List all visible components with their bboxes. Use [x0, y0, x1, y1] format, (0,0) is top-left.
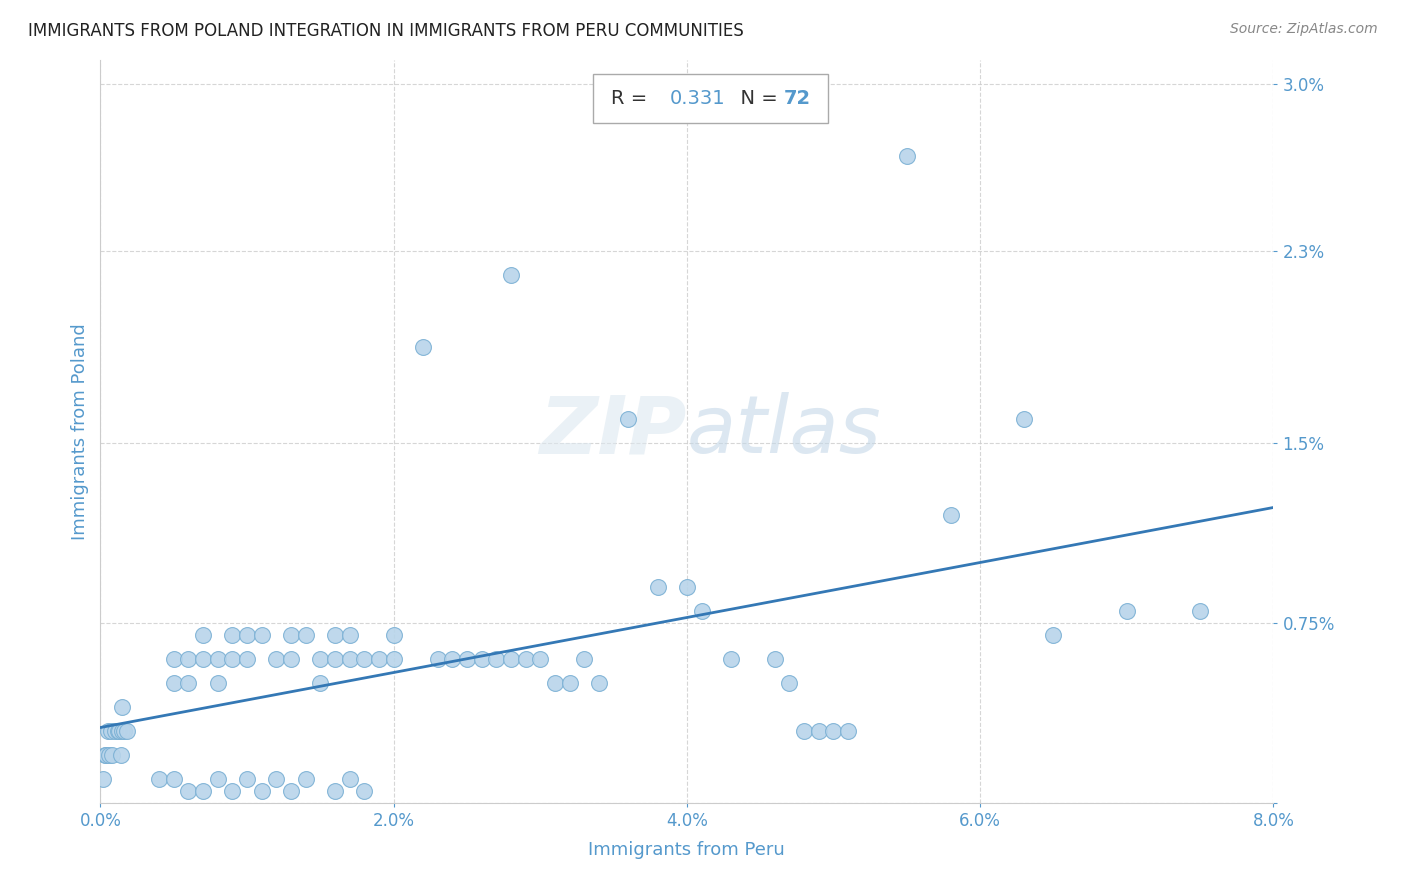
- Point: [207, 772, 229, 786]
- Point: [323, 784, 346, 798]
- Point: [823, 724, 845, 739]
- Point: [107, 724, 129, 739]
- Point: [1115, 604, 1137, 618]
- Point: [353, 784, 375, 798]
- Point: [101, 747, 124, 762]
- Point: [456, 652, 478, 666]
- Point: [111, 724, 134, 739]
- Point: [323, 652, 346, 666]
- Point: [339, 628, 361, 642]
- Point: [236, 652, 259, 666]
- Point: [191, 784, 214, 798]
- Point: [896, 148, 918, 162]
- Point: [148, 772, 170, 786]
- Point: [177, 784, 200, 798]
- Point: [1042, 628, 1064, 642]
- Point: [207, 676, 229, 690]
- Point: [221, 652, 243, 666]
- Point: [544, 676, 567, 690]
- Point: [1189, 604, 1212, 618]
- Point: [837, 724, 859, 739]
- Point: [191, 628, 214, 642]
- Point: [499, 268, 522, 283]
- Point: [294, 628, 316, 642]
- Point: [108, 724, 131, 739]
- Point: [280, 784, 302, 798]
- Text: N =: N =: [728, 89, 785, 108]
- Point: [236, 628, 259, 642]
- Point: [177, 652, 200, 666]
- Point: [191, 652, 214, 666]
- Point: [221, 784, 243, 798]
- Point: [339, 772, 361, 786]
- Point: [720, 652, 742, 666]
- Point: [676, 580, 699, 594]
- Point: [207, 652, 229, 666]
- Point: [793, 724, 815, 739]
- Point: [574, 652, 596, 666]
- Point: [441, 652, 464, 666]
- Point: [280, 628, 302, 642]
- Point: [485, 652, 508, 666]
- Point: [382, 628, 405, 642]
- Point: [163, 652, 186, 666]
- Point: [1012, 412, 1035, 426]
- Point: [266, 652, 288, 666]
- Point: [250, 784, 273, 798]
- Text: 72: 72: [785, 89, 811, 108]
- Point: [94, 747, 117, 762]
- Text: Source: ZipAtlas.com: Source: ZipAtlas.com: [1230, 22, 1378, 37]
- Point: [515, 652, 537, 666]
- Point: [236, 772, 259, 786]
- Point: [177, 676, 200, 690]
- Point: [163, 772, 186, 786]
- X-axis label: Immigrants from Peru: Immigrants from Peru: [589, 841, 785, 859]
- Point: [471, 652, 494, 666]
- Point: [939, 508, 962, 523]
- Point: [112, 724, 135, 739]
- Point: [100, 724, 122, 739]
- Point: [91, 772, 114, 786]
- Point: [382, 652, 405, 666]
- Point: [115, 724, 138, 739]
- Point: [111, 700, 134, 714]
- Point: [250, 628, 273, 642]
- Point: [763, 652, 786, 666]
- Point: [97, 724, 120, 739]
- Point: [617, 412, 640, 426]
- Point: [426, 652, 449, 666]
- Text: R =: R =: [610, 89, 654, 108]
- Point: [280, 652, 302, 666]
- Text: atlas: atlas: [688, 392, 882, 470]
- FancyBboxPatch shape: [593, 74, 828, 123]
- Point: [339, 652, 361, 666]
- Text: 0.331: 0.331: [669, 89, 725, 108]
- Point: [323, 628, 346, 642]
- Point: [96, 747, 118, 762]
- Point: [221, 628, 243, 642]
- Point: [98, 747, 121, 762]
- Point: [309, 652, 332, 666]
- Point: [309, 676, 332, 690]
- Point: [529, 652, 551, 666]
- Point: [588, 676, 610, 690]
- Point: [779, 676, 801, 690]
- Y-axis label: Immigrants from Poland: Immigrants from Poland: [72, 323, 89, 540]
- Point: [294, 772, 316, 786]
- Point: [163, 676, 186, 690]
- Point: [647, 580, 669, 594]
- Point: [807, 724, 830, 739]
- Point: [690, 604, 713, 618]
- Point: [558, 676, 581, 690]
- Text: ZIP: ZIP: [540, 392, 688, 470]
- Point: [412, 340, 434, 354]
- Point: [266, 772, 288, 786]
- Text: IMMIGRANTS FROM POLAND INTEGRATION IN IMMIGRANTS FROM PERU COMMUNITIES: IMMIGRANTS FROM POLAND INTEGRATION IN IM…: [28, 22, 744, 40]
- Point: [368, 652, 391, 666]
- Point: [110, 747, 132, 762]
- Point: [499, 652, 522, 666]
- Point: [353, 652, 375, 666]
- Point: [104, 724, 127, 739]
